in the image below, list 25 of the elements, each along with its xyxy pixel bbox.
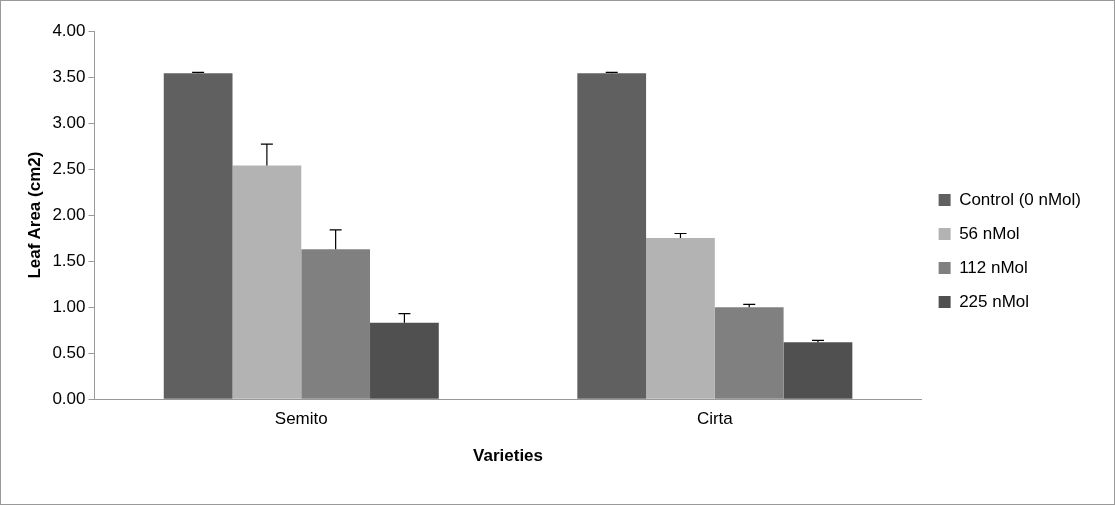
bar [232, 165, 302, 399]
bar [783, 342, 853, 399]
y-tick-label: 2.00 [52, 204, 86, 224]
legend-label: 56 nMol [959, 223, 1020, 243]
y-tick-label: 0.50 [52, 342, 86, 362]
x-tick-label: Semito [274, 409, 328, 429]
y-tick-label: 1.50 [52, 250, 86, 270]
x-tick-label: Cirta [696, 409, 734, 429]
y-tick-label: 0.00 [52, 388, 86, 408]
x-axis-title: Varieties [473, 446, 544, 466]
bar [370, 322, 439, 399]
y-axis-title: Leaf Area (cm2) [24, 151, 44, 279]
legend-label: 225 nMol [959, 291, 1030, 311]
y-tick-label: 4.00 [52, 20, 86, 40]
y-tick-label: 2.50 [52, 158, 86, 178]
y-tick-label: 3.50 [52, 66, 86, 86]
legend-label: Control (0 nMol) [959, 189, 1081, 209]
bar [577, 73, 647, 399]
legend-label: 112 nMol [959, 257, 1028, 277]
bar [301, 249, 371, 399]
y-tick-label: 1.00 [52, 296, 86, 316]
bar [646, 238, 715, 399]
bar [714, 307, 784, 399]
y-tick-label: 3.00 [52, 112, 86, 132]
bar [163, 73, 233, 399]
